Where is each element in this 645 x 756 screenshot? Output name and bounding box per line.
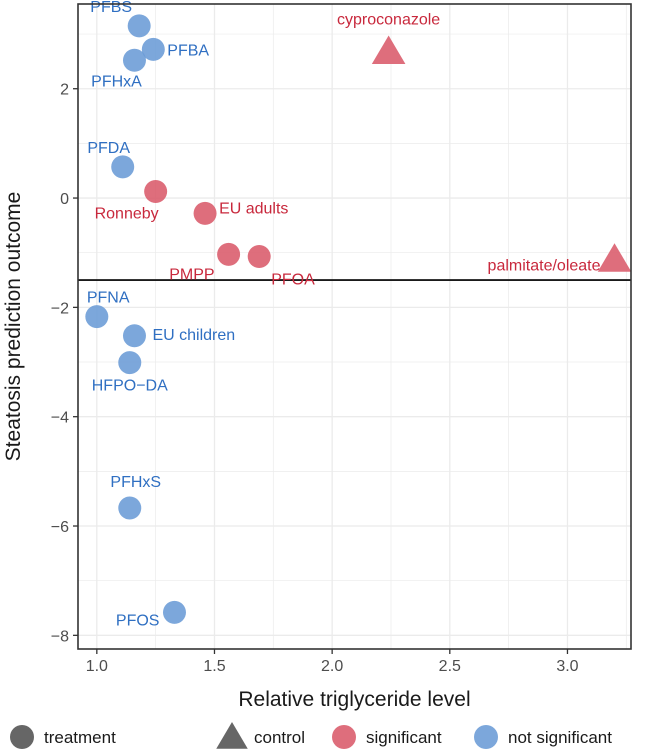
point-label: HFPO−DA [92, 378, 168, 395]
legend-marker [474, 725, 498, 749]
y-tick-label: −4 [51, 410, 69, 427]
legend-label: significant [366, 728, 442, 747]
legend: treatment control significant not significa… [10, 722, 612, 749]
point-label: PFBA [167, 42, 209, 59]
point-marker [85, 305, 109, 329]
point-marker [141, 37, 165, 61]
point-label: PFHxS [110, 474, 161, 491]
legend-marker [332, 725, 356, 749]
plot-border [77, 3, 632, 650]
point-label: PFOS [116, 612, 160, 629]
points-layer [85, 14, 632, 624]
point-label: palmitate/oleate [488, 257, 601, 274]
point-marker [217, 242, 241, 266]
x-axis-title: Relative triglyceride level [238, 688, 470, 711]
x-tick-label: 2.5 [439, 658, 461, 675]
point-marker [162, 600, 186, 624]
ticks-layer: 1.0 1.5 2.0 2.5 3.0 −8 −6 −4 −2 0 2 [51, 82, 579, 675]
y-tick-label: −8 [51, 628, 69, 645]
point-marker [144, 179, 168, 203]
y-axis-title: Steatosis prediction outcome [2, 192, 25, 462]
point-label: cyproconazole [337, 12, 440, 29]
point-marker [371, 35, 406, 65]
x-tick-label: 1.5 [203, 658, 225, 675]
legend-label: not significant [508, 728, 612, 747]
point-label: PFBS [90, 0, 132, 16]
point-marker [122, 48, 146, 72]
point-marker [122, 324, 146, 348]
x-tick-label: 1.0 [86, 658, 108, 675]
point-marker [111, 155, 135, 179]
y-tick-label: −2 [51, 300, 69, 317]
point-label: PMPP [169, 266, 214, 283]
point-label: Ronneby [95, 205, 159, 222]
y-tick-label: 2 [60, 82, 69, 99]
y-tick-label: 0 [60, 191, 69, 208]
point-label: EU adults [219, 200, 288, 217]
point-marker [597, 243, 632, 272]
legend-marker [10, 725, 34, 749]
y-tick-label: −6 [51, 519, 69, 536]
point-label: PFNA [87, 290, 130, 307]
point-marker [118, 351, 142, 375]
point-label: PFDA [87, 140, 130, 157]
point-label: PFOA [271, 272, 315, 289]
x-tick-label: 2.0 [321, 658, 343, 675]
point-marker [127, 14, 151, 38]
point-marker [118, 496, 142, 520]
grid-layer [78, 4, 631, 649]
point-label: PFHxA [91, 73, 142, 90]
legend-marker [216, 722, 248, 749]
point-label: EU children [152, 327, 235, 344]
point-marker [193, 201, 217, 225]
point-marker [247, 245, 271, 269]
x-tick-label: 3.0 [556, 658, 578, 675]
legend-label: control [254, 728, 305, 747]
legend-label: treatment [44, 728, 116, 747]
